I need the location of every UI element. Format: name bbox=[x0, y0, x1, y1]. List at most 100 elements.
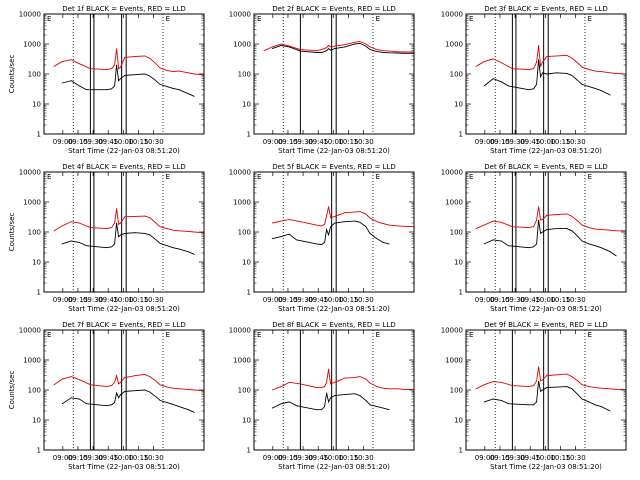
data-point-events bbox=[326, 392, 328, 394]
x-axis-label: Start Time (22-Jan-03 08:51:20) bbox=[278, 305, 390, 313]
data-point-lld bbox=[577, 380, 579, 382]
data-point-events bbox=[328, 234, 330, 236]
data-point-events bbox=[334, 395, 336, 397]
x-tick-label: 09:15 bbox=[490, 454, 510, 462]
x-tick-label: 09:00 bbox=[475, 296, 495, 304]
data-point-lld bbox=[178, 70, 180, 72]
corner-mark-right: E bbox=[376, 331, 380, 339]
y-tick-label: 1000 bbox=[23, 199, 41, 207]
series-line-events bbox=[62, 222, 195, 255]
y-tick-label: 10 bbox=[242, 101, 251, 109]
data-point-lld bbox=[263, 50, 265, 52]
data-point-lld bbox=[388, 50, 390, 52]
data-point-lld bbox=[61, 225, 63, 227]
data-point-lld bbox=[61, 61, 63, 62]
data-point-lld bbox=[271, 46, 273, 48]
series-line-events bbox=[272, 392, 390, 411]
data-point-lld bbox=[600, 229, 602, 231]
data-point-events bbox=[134, 74, 136, 76]
data-point-lld bbox=[120, 381, 122, 383]
data-point-lld bbox=[193, 231, 195, 233]
data-point-lld bbox=[187, 388, 189, 390]
data-point-events bbox=[556, 228, 558, 229]
data-point-lld bbox=[382, 387, 384, 389]
data-point-events bbox=[538, 380, 540, 382]
data-point-lld bbox=[144, 215, 146, 217]
data-point-events bbox=[321, 244, 322, 246]
data-point-events bbox=[111, 246, 112, 248]
data-point-events bbox=[149, 75, 151, 77]
y-tick-label: 100 bbox=[450, 229, 463, 237]
y-tick-label: 1000 bbox=[445, 41, 463, 49]
data-point-lld bbox=[571, 57, 573, 59]
x-tick-label: 09:45 bbox=[98, 454, 118, 462]
corner-mark-right: E bbox=[166, 173, 170, 181]
x-tick-label: 09:30 bbox=[83, 296, 103, 304]
data-point-lld bbox=[166, 70, 168, 71]
data-point-events bbox=[155, 396, 157, 398]
data-point-lld bbox=[577, 220, 579, 222]
data-point-lld bbox=[280, 43, 282, 45]
x-tick-label: 10:30 bbox=[353, 296, 373, 304]
data-point-lld bbox=[533, 385, 534, 387]
data-point-lld bbox=[89, 384, 91, 386]
corner-mark-right: E bbox=[376, 173, 380, 181]
data-point-lld bbox=[187, 230, 189, 232]
x-tick-label: 10:15 bbox=[128, 138, 148, 146]
data-point-lld bbox=[540, 380, 542, 382]
data-point-events bbox=[85, 403, 87, 405]
plot-frame bbox=[465, 13, 627, 135]
y-tick-label: 10000 bbox=[19, 169, 41, 177]
data-point-events bbox=[600, 247, 602, 249]
data-point-lld bbox=[78, 222, 80, 224]
y-tick-label: 10 bbox=[454, 259, 463, 267]
data-point-lld bbox=[334, 216, 336, 217]
x-tick-label: 10:30 bbox=[353, 138, 373, 146]
data-point-lld bbox=[492, 381, 494, 383]
y-tick-label: 1 bbox=[37, 447, 41, 455]
x-tick-label: 10:00 bbox=[535, 138, 555, 146]
data-point-lld bbox=[288, 381, 290, 383]
data-point-events bbox=[369, 404, 371, 406]
series-line-lld bbox=[272, 368, 414, 391]
data-point-lld bbox=[397, 51, 399, 53]
x-tick-label: 09:00 bbox=[475, 138, 495, 146]
data-point-lld bbox=[354, 41, 356, 43]
data-point-lld bbox=[594, 387, 596, 389]
corner-mark-right: E bbox=[166, 15, 170, 23]
data-point-events bbox=[61, 403, 63, 405]
data-point-lld bbox=[299, 49, 301, 51]
data-point-events bbox=[326, 229, 328, 231]
series-line-lld bbox=[53, 48, 204, 76]
data-point-lld bbox=[594, 228, 596, 230]
data-point-events bbox=[344, 221, 346, 223]
x-tick-label: 10:15 bbox=[338, 138, 358, 146]
data-point-lld bbox=[330, 46, 332, 48]
data-point-lld bbox=[116, 48, 118, 50]
data-point-events bbox=[295, 239, 297, 241]
data-point-events bbox=[159, 84, 161, 85]
data-point-events bbox=[124, 232, 126, 234]
data-point-lld bbox=[376, 49, 378, 51]
data-point-lld bbox=[581, 224, 583, 226]
x-tick-label: 10:00 bbox=[323, 138, 343, 146]
data-point-lld bbox=[114, 222, 115, 224]
data-point-lld bbox=[609, 229, 611, 231]
data-point-lld bbox=[615, 388, 617, 390]
data-point-lld bbox=[600, 71, 602, 73]
data-point-lld bbox=[288, 219, 290, 220]
data-point-events bbox=[359, 221, 361, 223]
data-point-events bbox=[288, 401, 290, 403]
data-point-events bbox=[507, 245, 509, 247]
data-point-lld bbox=[615, 72, 617, 74]
data-point-events bbox=[566, 72, 568, 74]
data-point-lld bbox=[144, 55, 146, 57]
data-point-events bbox=[187, 251, 189, 253]
x-tick-label: 09:30 bbox=[293, 454, 313, 462]
data-point-lld bbox=[382, 50, 384, 52]
x-axis-label: Start Time (22-Jan-03 08:51:20) bbox=[68, 305, 180, 313]
data-point-events bbox=[178, 89, 180, 91]
x-tick-label: 10:30 bbox=[353, 454, 373, 462]
data-point-lld bbox=[540, 65, 542, 67]
data-point-lld bbox=[566, 373, 568, 375]
